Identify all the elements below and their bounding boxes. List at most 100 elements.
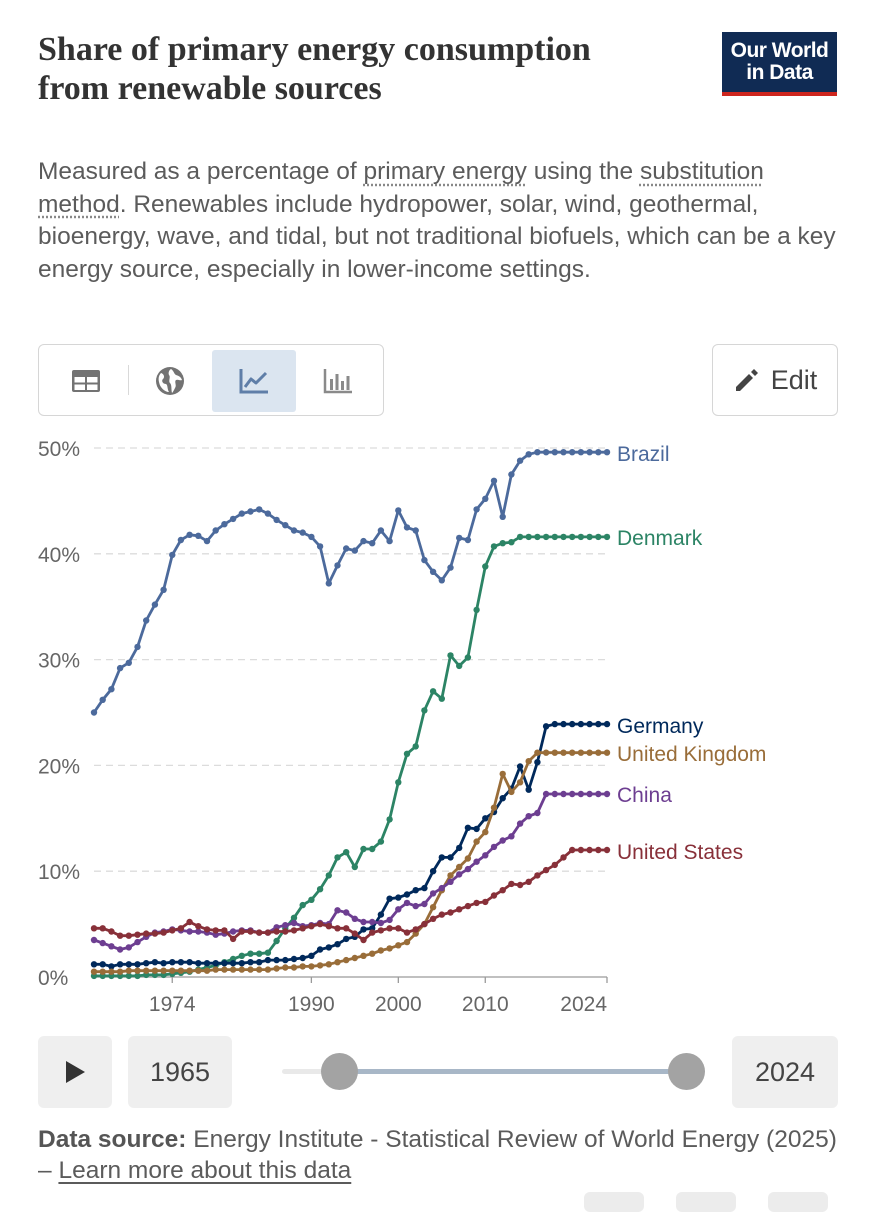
start-year-handle[interactable] bbox=[321, 1053, 358, 1090]
tab-map[interactable] bbox=[128, 350, 212, 412]
data-point-united-states bbox=[273, 928, 280, 935]
tab-table[interactable] bbox=[44, 350, 128, 412]
data-point-brazil bbox=[508, 471, 515, 478]
x-tick-label: 2010 bbox=[462, 993, 509, 1016]
download-button[interactable] bbox=[584, 1192, 644, 1212]
data-point-brazil bbox=[160, 586, 167, 593]
edit-button[interactable]: Edit bbox=[712, 344, 838, 416]
data-point-united-states bbox=[177, 925, 185, 932]
data-point-brazil bbox=[134, 643, 141, 651]
data-point-germany bbox=[247, 959, 254, 966]
data-point-brazil bbox=[273, 516, 280, 524]
data-point-denmark bbox=[316, 886, 324, 893]
data-point-china bbox=[351, 915, 358, 922]
logo-line-2: in Data bbox=[746, 61, 813, 84]
data-point-united-states bbox=[186, 918, 193, 926]
data-point-germany bbox=[395, 894, 402, 901]
end-year-handle[interactable] bbox=[668, 1053, 705, 1090]
data-point-brazil bbox=[264, 510, 272, 517]
data-point-united-kingdom bbox=[473, 838, 480, 845]
data-point-denmark bbox=[551, 533, 558, 541]
data-point-united-kingdom bbox=[447, 872, 454, 879]
data-point-brazil bbox=[169, 551, 176, 559]
start-year-box[interactable]: 1965 bbox=[128, 1036, 232, 1108]
data-point-denmark bbox=[577, 533, 585, 541]
data-point-brazil bbox=[108, 686, 115, 693]
data-point-denmark bbox=[256, 950, 263, 957]
data-point-united-states bbox=[586, 846, 593, 854]
data-point-united-states bbox=[299, 925, 306, 932]
data-point-brazil bbox=[116, 664, 124, 672]
x-tick-label: 1974 bbox=[149, 993, 196, 1016]
data-point-brazil bbox=[499, 513, 506, 520]
data-point-denmark bbox=[595, 533, 602, 541]
data-point-brazil bbox=[395, 507, 402, 514]
share-button[interactable] bbox=[676, 1192, 736, 1212]
data-point-united-kingdom bbox=[116, 968, 124, 975]
data-point-denmark bbox=[516, 533, 524, 541]
data-point-united-kingdom bbox=[273, 965, 280, 972]
y-tick-label: 30% bbox=[38, 650, 80, 673]
data-point-united-states bbox=[412, 926, 419, 933]
data-point-united-kingdom bbox=[125, 967, 132, 974]
data-point-china bbox=[360, 918, 367, 926]
data-point-brazil bbox=[412, 527, 419, 534]
data-point-united-states bbox=[516, 881, 524, 889]
data-point-brazil bbox=[299, 529, 306, 536]
data-point-china bbox=[403, 899, 411, 907]
data-point-germany bbox=[169, 959, 176, 966]
data-point-china bbox=[464, 865, 472, 873]
data-point-brazil bbox=[282, 522, 289, 529]
data-point-germany bbox=[334, 941, 341, 948]
data-point-united-kingdom bbox=[90, 968, 98, 975]
data-point-germany bbox=[560, 720, 567, 728]
data-point-germany bbox=[412, 887, 419, 894]
logo-line-1: Our World bbox=[730, 39, 829, 62]
data-point-brazil bbox=[569, 449, 576, 456]
data-point-united-kingdom bbox=[456, 863, 463, 871]
globe-icon bbox=[156, 367, 184, 395]
data-point-united-states bbox=[334, 925, 341, 932]
line-chart-icon bbox=[239, 369, 268, 394]
owid-logo[interactable]: Our World in Data bbox=[722, 32, 837, 96]
subtitle-text-2: using the bbox=[526, 158, 640, 185]
data-point-united-states bbox=[264, 929, 272, 936]
data-point-brazil bbox=[247, 508, 254, 515]
tab-bar-chart[interactable] bbox=[296, 350, 380, 412]
play-button[interactable] bbox=[38, 1036, 112, 1108]
data-point-united-states bbox=[90, 925, 98, 932]
data-point-united-kingdom bbox=[247, 966, 254, 973]
data-point-united-kingdom bbox=[195, 967, 202, 974]
substitution-method-link[interactable]: substitution method bbox=[38, 158, 764, 218]
data-point-germany bbox=[316, 946, 324, 953]
data-point-china bbox=[99, 939, 106, 947]
tab-line-chart[interactable] bbox=[212, 350, 296, 412]
data-point-germany bbox=[603, 720, 611, 728]
data-point-denmark bbox=[525, 533, 532, 541]
data-point-united-kingdom bbox=[482, 828, 489, 836]
series-line-brazil bbox=[92, 450, 607, 714]
primary-energy-link[interactable]: primary energy bbox=[363, 158, 527, 185]
data-point-denmark bbox=[412, 743, 419, 750]
data-point-united-states bbox=[325, 923, 332, 930]
data-point-brazil bbox=[595, 449, 602, 456]
data-point-china bbox=[125, 944, 132, 951]
data-point-denmark bbox=[456, 662, 463, 670]
data-point-china bbox=[447, 878, 454, 885]
data-point-united-states bbox=[151, 930, 159, 937]
data-point-brazil bbox=[516, 457, 524, 464]
data-point-united-kingdom bbox=[151, 967, 159, 974]
data-point-china bbox=[525, 813, 532, 820]
data-point-united-kingdom bbox=[160, 967, 167, 974]
data-point-united-kingdom bbox=[360, 952, 367, 959]
data-point-denmark bbox=[343, 849, 350, 856]
data-point-germany bbox=[143, 960, 150, 967]
data-point-brazil bbox=[334, 562, 341, 569]
data-point-united-kingdom bbox=[343, 956, 350, 964]
fullscreen-button[interactable] bbox=[768, 1192, 828, 1212]
end-year-box[interactable]: 2024 bbox=[732, 1036, 838, 1108]
data-point-denmark bbox=[369, 845, 376, 853]
data-point-germany bbox=[403, 891, 411, 898]
learn-more-link[interactable]: Learn more about this data bbox=[58, 1157, 352, 1184]
data-point-united-kingdom bbox=[351, 954, 358, 962]
